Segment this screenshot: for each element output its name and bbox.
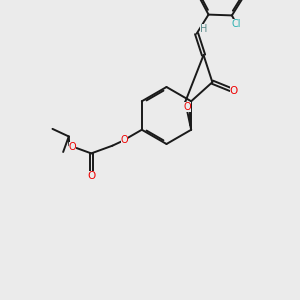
Text: O: O xyxy=(230,86,238,96)
Text: O: O xyxy=(184,102,191,112)
Text: H: H xyxy=(200,24,207,34)
Text: Cl: Cl xyxy=(232,19,241,29)
Text: O: O xyxy=(87,172,95,182)
Text: O: O xyxy=(69,142,76,152)
Text: O: O xyxy=(121,135,128,145)
